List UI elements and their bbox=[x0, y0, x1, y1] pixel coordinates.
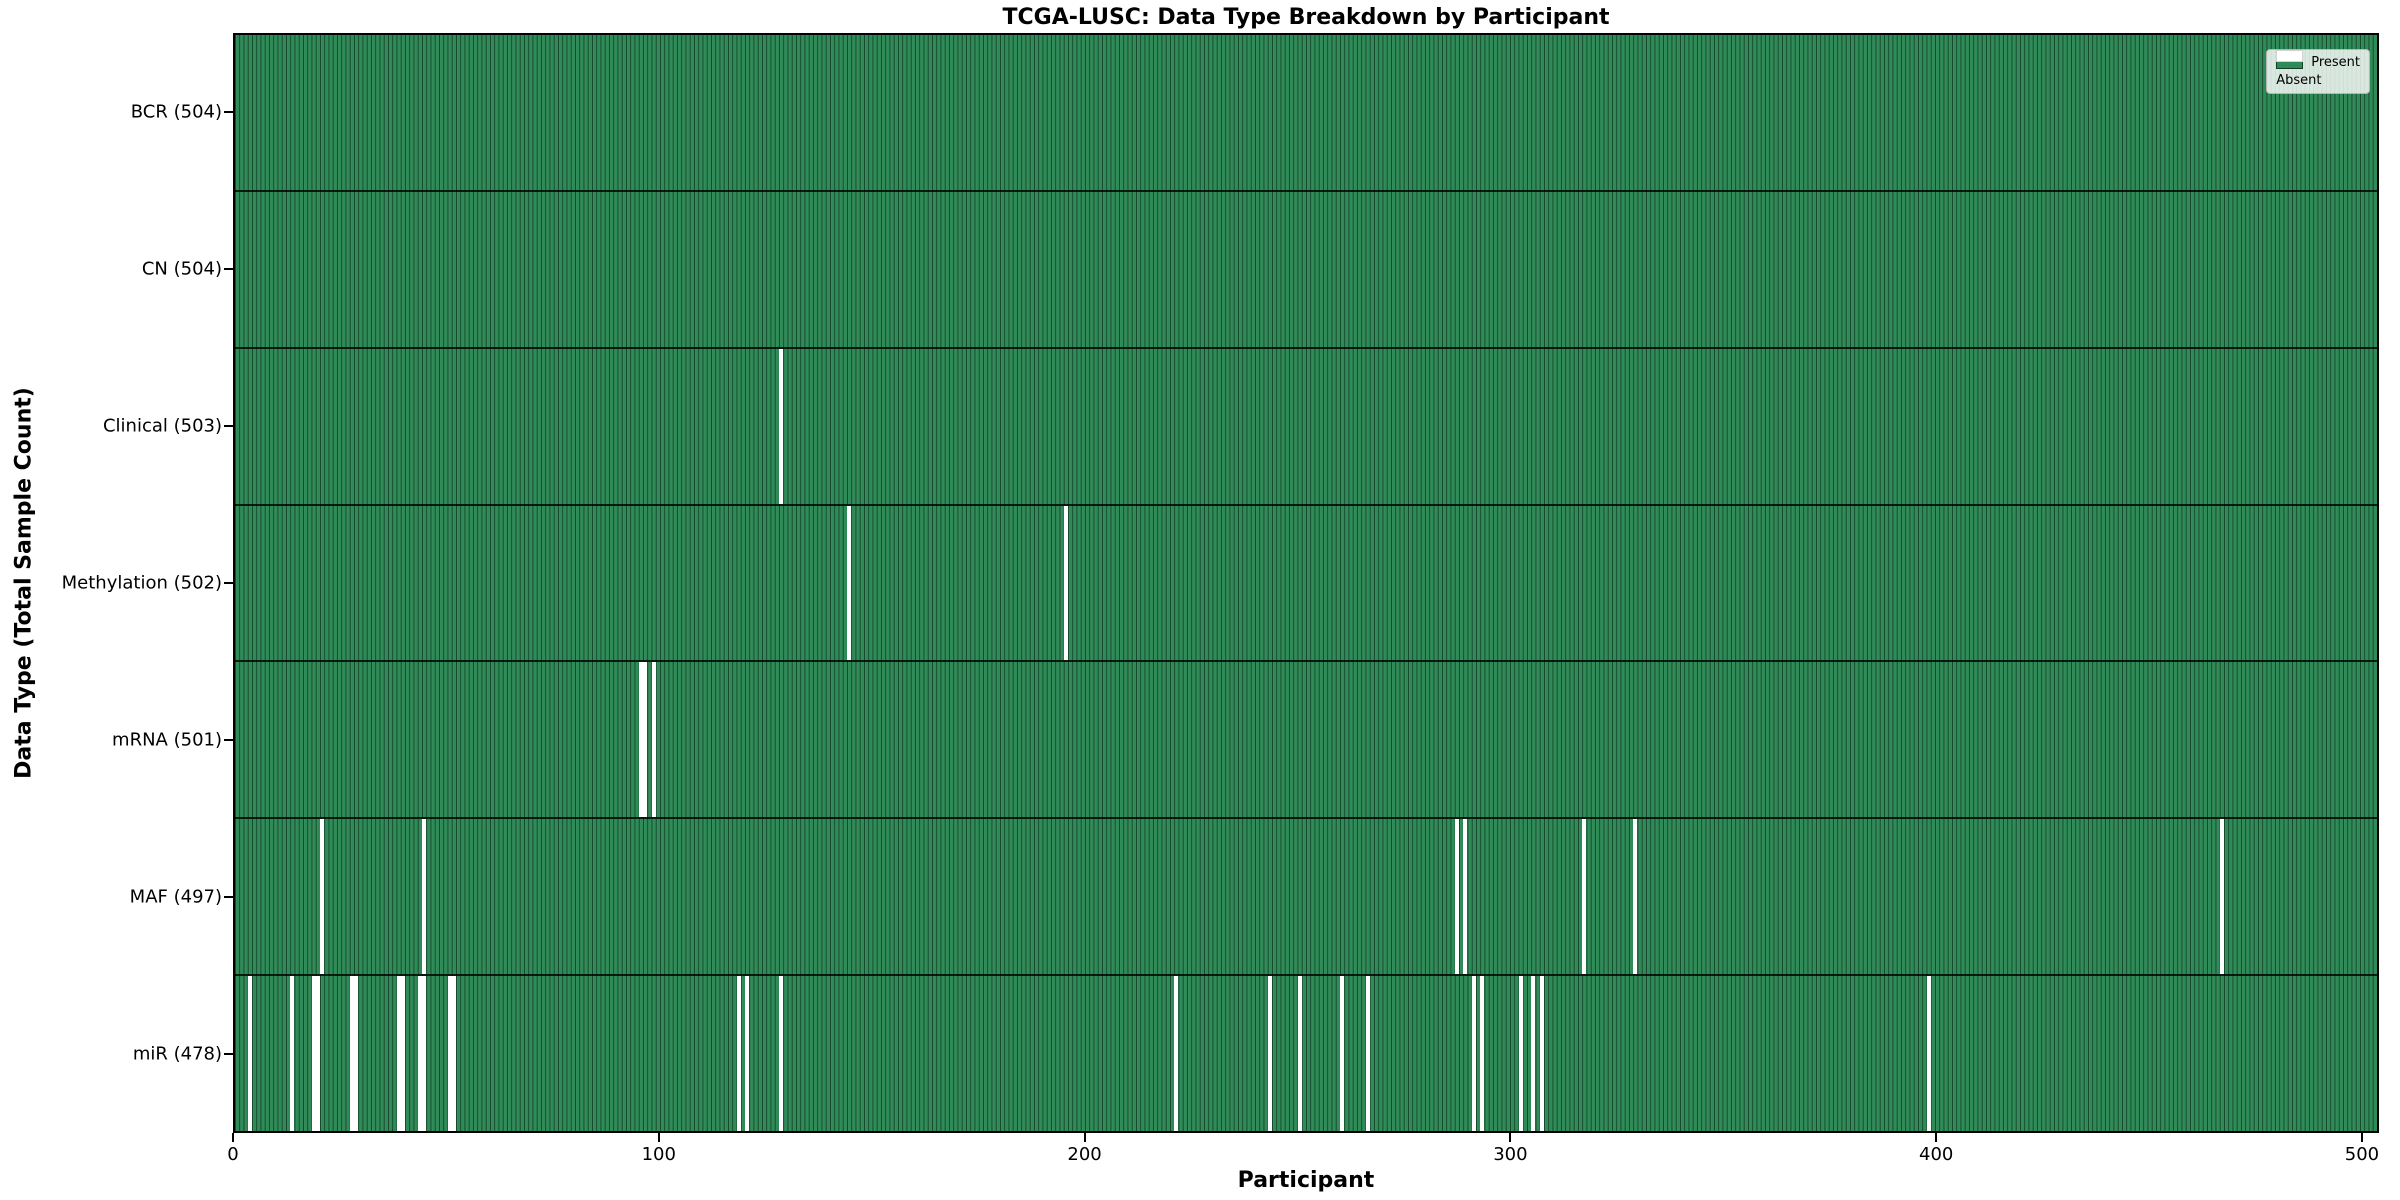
absent-marker bbox=[396, 976, 401, 1132]
x-tick-mark bbox=[232, 1133, 234, 1142]
plot-area: Present Absent bbox=[233, 33, 2379, 1133]
legend-label-present: Present bbox=[2311, 55, 2360, 70]
x-tick-label: 500 bbox=[2344, 1144, 2380, 1165]
y-axis-ticks bbox=[224, 33, 233, 1133]
absent-marker bbox=[320, 819, 325, 975]
absent-marker bbox=[651, 662, 656, 818]
x-axis-ticks bbox=[232, 1133, 2379, 1142]
absent-marker bbox=[643, 662, 648, 818]
absent-marker bbox=[1267, 976, 1272, 1132]
absent-marker bbox=[451, 976, 456, 1132]
absent-marker bbox=[736, 976, 741, 1132]
x-tick-label: 400 bbox=[1918, 1144, 1954, 1165]
x-tick-mark bbox=[2360, 1133, 2363, 1142]
absent-marker bbox=[1174, 976, 1179, 1132]
absent-marker bbox=[422, 976, 427, 1132]
y-tick-label-BCR: BCR (504) bbox=[130, 101, 222, 123]
x-tick-mark bbox=[657, 1133, 660, 1142]
absent-marker bbox=[1539, 976, 1544, 1132]
y-tick-mark bbox=[224, 896, 233, 899]
absent-marker bbox=[1480, 976, 1485, 1132]
heatmap-row-MAF bbox=[235, 817, 2377, 975]
x-tick-mark bbox=[1509, 1133, 1512, 1142]
absent-marker bbox=[400, 976, 405, 1132]
absent-marker bbox=[1365, 976, 1370, 1132]
absent-marker bbox=[779, 348, 784, 504]
heatmap-row-miR bbox=[235, 974, 2377, 1132]
x-tick-mark bbox=[1935, 1133, 1938, 1142]
x-tick-label: 200 bbox=[1067, 1144, 1102, 1165]
absent-marker bbox=[447, 976, 452, 1132]
absent-marker bbox=[1471, 976, 1476, 1132]
y-tick-mark bbox=[224, 424, 233, 427]
x-tick-label: 300 bbox=[1493, 1144, 1528, 1165]
absent-marker bbox=[315, 976, 320, 1132]
y-tick-mark bbox=[224, 110, 233, 113]
y-axis-labels: BCR (504) CN (504) Clinical (503) Methylati… bbox=[0, 33, 222, 1133]
x-tick-label: 100 bbox=[641, 1144, 676, 1165]
absent-marker bbox=[1063, 505, 1068, 661]
x-tick-mark bbox=[1083, 1133, 1086, 1142]
y-tick-label-Clinical: Clinical (503) bbox=[102, 415, 222, 437]
absent-marker bbox=[1463, 819, 1468, 975]
y-tick-mark bbox=[224, 739, 233, 742]
chart-title: TCGA-LUSC: Data Type Breakdown by Partic… bbox=[1002, 5, 1610, 30]
heatmap-row-CN bbox=[235, 189, 2377, 347]
y-tick-label-miR: miR (478) bbox=[132, 1043, 222, 1065]
absent-marker bbox=[1297, 976, 1302, 1132]
absent-marker bbox=[422, 819, 427, 975]
absent-marker bbox=[417, 976, 422, 1132]
heatmap-row-mRNA bbox=[235, 660, 2377, 818]
y-tick-label-MAF: MAF (497) bbox=[129, 886, 222, 908]
y-tick-label-Methylation: Methylation (502) bbox=[61, 572, 222, 594]
x-tick-label: 0 bbox=[227, 1144, 239, 1165]
absent-marker bbox=[247, 976, 252, 1132]
absent-marker bbox=[745, 976, 750, 1132]
absent-marker bbox=[354, 976, 359, 1132]
heatmap-row-Clinical bbox=[235, 346, 2377, 504]
x-axis-title: Participant bbox=[1237, 1168, 1375, 1193]
absent-marker bbox=[1926, 976, 1931, 1132]
heatmap-row-BCR bbox=[235, 35, 2377, 190]
legend-item-absent: Absent bbox=[2276, 50, 2360, 88]
absent-marker bbox=[2219, 819, 2224, 975]
legend: Present Absent bbox=[2266, 49, 2370, 94]
y-tick-mark bbox=[224, 267, 233, 270]
absent-marker bbox=[779, 976, 784, 1132]
absent-marker bbox=[1531, 976, 1536, 1132]
absent-marker bbox=[847, 505, 852, 661]
y-tick-label-mRNA: mRNA (501) bbox=[112, 729, 222, 751]
absent-marker bbox=[638, 662, 643, 818]
absent-marker bbox=[311, 976, 316, 1132]
y-tick-mark bbox=[224, 582, 233, 584]
absent-marker bbox=[1518, 976, 1523, 1132]
absent-marker bbox=[1454, 819, 1459, 975]
absent-marker bbox=[349, 976, 354, 1132]
y-tick-mark bbox=[224, 1053, 233, 1056]
x-axis-tick-labels: 0 100 200 300 400 500 bbox=[227, 1144, 2380, 1166]
absent-marker bbox=[1582, 819, 1587, 975]
legend-swatch-absent-icon bbox=[2276, 50, 2304, 62]
absent-marker bbox=[290, 976, 295, 1132]
y-tick-label-CN: CN (504) bbox=[141, 258, 222, 280]
absent-marker bbox=[1340, 976, 1345, 1132]
heatmap-row-Methylation bbox=[235, 503, 2377, 661]
legend-label-absent: Absent bbox=[2276, 73, 2322, 88]
absent-marker bbox=[1633, 819, 1638, 975]
